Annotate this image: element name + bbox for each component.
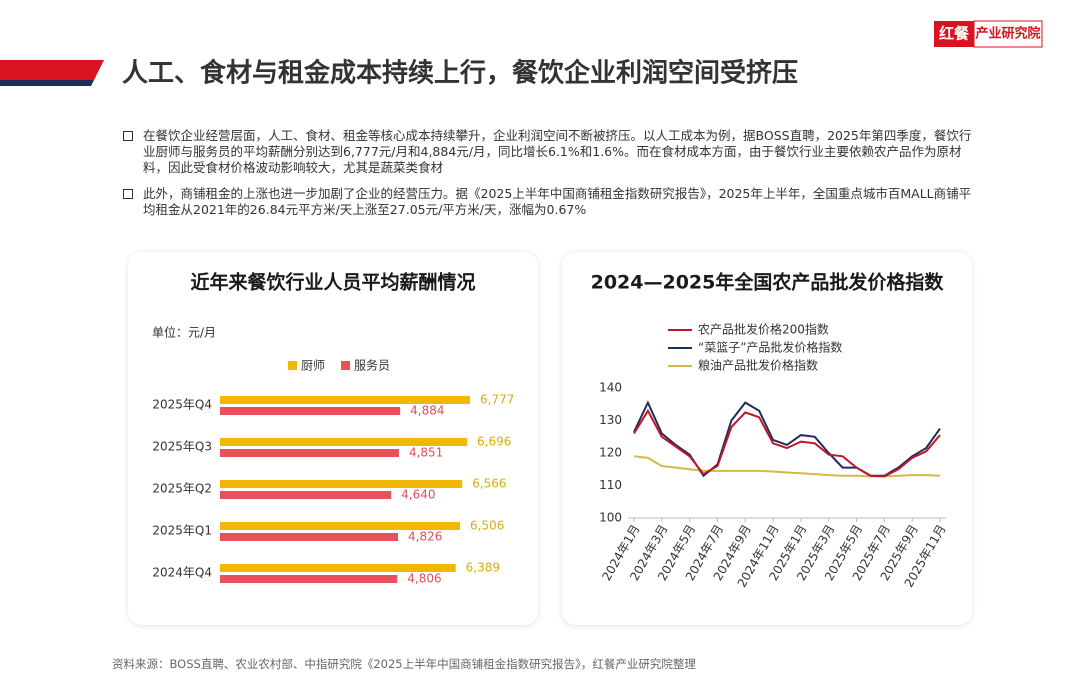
bar <box>220 407 401 415</box>
chart-title: 2024—2025年全国农产品批发价格指数 <box>591 271 945 294</box>
y-tick-label: 110 <box>599 478 622 492</box>
source-note: 资料来源：BOSS直聘、农业农村部、中指研究院《2025上半年中国商铺租金指数研… <box>112 657 696 671</box>
y-tick-label: 120 <box>599 446 622 460</box>
value-label: 6,506 <box>470 519 504 533</box>
bar <box>220 480 463 488</box>
y-tick-label: 140 <box>599 381 622 395</box>
legend-swatch <box>341 361 350 370</box>
value-label: 4,851 <box>409 446 443 460</box>
y-tick-label: 2025年Q3 <box>152 440 212 454</box>
logo-brand: 红餐 <box>939 25 970 43</box>
bullet-text: 此外，商铺租金的上涨也进一步加剧了企业的经营压力。据《2025上半年中国商铺租金… <box>123 186 972 217</box>
logo-name: 产业研究院 <box>975 26 1040 42</box>
chart-card <box>562 252 972 625</box>
legend-swatch <box>288 361 297 370</box>
bar <box>220 575 398 583</box>
y-tick-label: 2025年Q4 <box>152 398 212 412</box>
bullet-text: 在餐饮企业经营层面，人工、食材、租金等核心成本持续攀升，企业利润空间不断被挤压。… <box>123 128 972 175</box>
legend-label: 厨师 <box>301 359 325 373</box>
legend-label: 农产品批发价格200指数 <box>698 322 829 337</box>
unit-label: 单位：元/月 <box>152 325 216 340</box>
value-label: 6,566 <box>472 477 506 491</box>
bar <box>220 449 399 457</box>
legend-label: 服务员 <box>354 358 390 373</box>
header-stripe <box>0 80 94 86</box>
bar <box>220 564 456 572</box>
series-line <box>633 408 941 478</box>
legend-label: 粮油产品批发价格指数 <box>698 358 818 373</box>
value-label: 4,884 <box>410 404 444 418</box>
bar <box>220 396 470 404</box>
y-tick-label: 130 <box>599 413 622 427</box>
legend-label: “菜篮子”产品批发价格指数 <box>698 340 842 355</box>
value-label: 4,806 <box>407 572 441 586</box>
value-label: 6,777 <box>480 393 514 407</box>
value-label: 4,826 <box>408 530 442 544</box>
bar <box>220 522 461 530</box>
logo-brand-box <box>934 21 974 47</box>
bar <box>220 533 399 541</box>
bar <box>220 438 468 446</box>
y-tick-label: 100 <box>599 511 622 525</box>
logo-name-box <box>973 20 1043 48</box>
bar <box>220 491 392 499</box>
y-tick-label: 2024年Q4 <box>152 566 212 580</box>
value-label: 6,696 <box>477 435 511 449</box>
page-title: 人工、食材与租金成本持续上行，餐饮企业利润空间受挤压 <box>122 58 798 89</box>
value-label: 6,389 <box>466 561 500 575</box>
y-tick-label: 2025年Q2 <box>152 482 212 496</box>
series-line <box>633 455 941 478</box>
chart-title: 近年来餐饮行业人员平均薪酬情况 <box>190 271 475 294</box>
value-label: 4,640 <box>401 488 435 502</box>
header-stripe <box>0 60 104 80</box>
y-tick-label: 2025年Q1 <box>152 524 212 538</box>
